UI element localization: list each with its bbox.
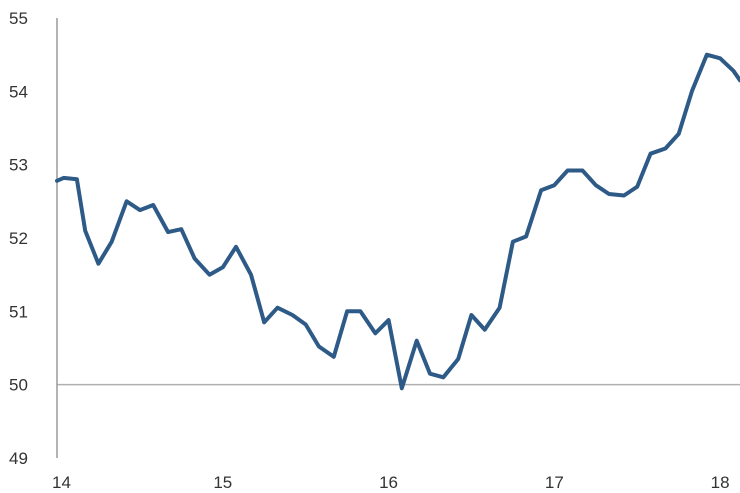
y-tick-label: 52 <box>9 229 28 248</box>
series-line <box>55 52 740 391</box>
x-tick-label: 14 <box>52 473 71 492</box>
y-tick-label: 53 <box>9 156 28 175</box>
y-tick-label: 51 <box>9 302 28 321</box>
y-tick-label: 55 <box>9 9 28 28</box>
y-tick-labels: 49 50 51 52 53 54 55 <box>9 9 28 468</box>
y-tick-label: 54 <box>9 82 28 101</box>
x-tick-label: 18 <box>711 473 730 492</box>
x-tick-label: 17 <box>545 473 564 492</box>
x-tick-label: 15 <box>213 473 232 492</box>
x-tick-labels: 14 15 16 17 18 <box>52 473 730 492</box>
y-tick-label: 50 <box>9 376 28 395</box>
x-tick-label: 16 <box>379 473 398 492</box>
series-layer <box>55 52 740 391</box>
y-tick-label: 49 <box>9 449 28 468</box>
